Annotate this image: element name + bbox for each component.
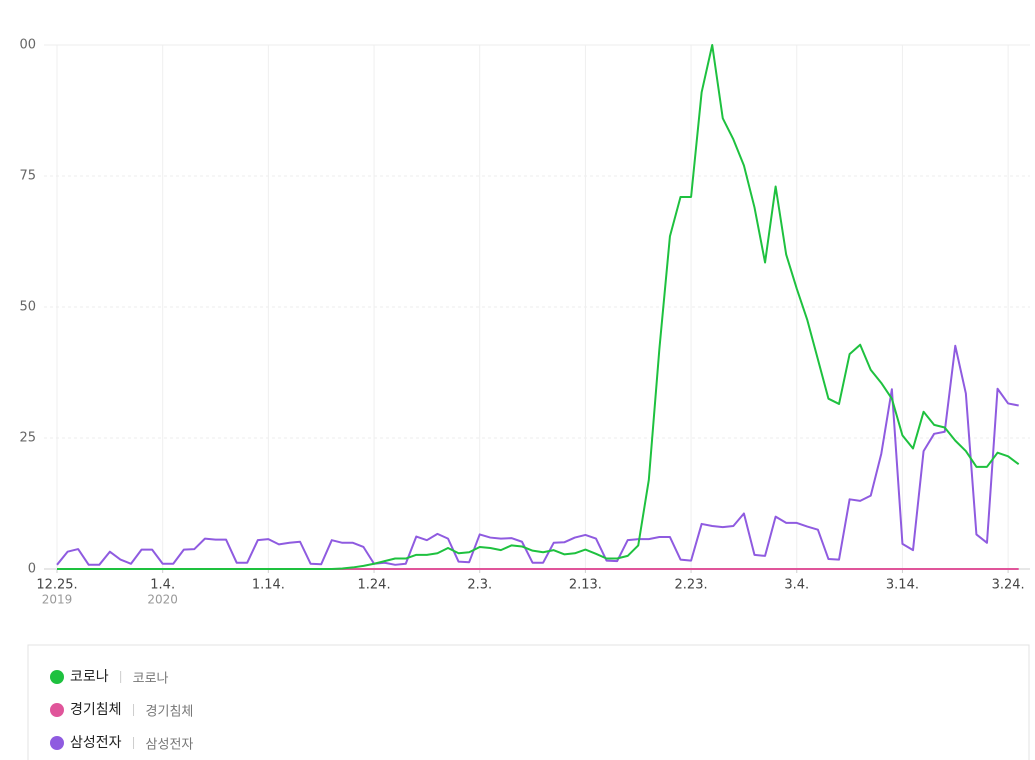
x-tick-label: 2.23. [675, 578, 708, 593]
x-year-label: 2020 [147, 593, 178, 607]
x-tick-label: 1.14. [252, 578, 285, 593]
legend-keyword: 코로나 [133, 672, 169, 687]
x-tick-label: 3.24. [992, 578, 1025, 593]
legend-keyword: 삼성전자 [146, 738, 194, 753]
legend-name: 코로나 [70, 669, 109, 685]
y-tick-label: 25 [19, 431, 36, 446]
legend-marker [50, 736, 64, 750]
legend-box [27, 644, 1030, 760]
x-year-label: 2019 [42, 593, 73, 607]
y-tick-label: 0 [28, 562, 36, 577]
series-line [56, 344, 1019, 566]
x-tick-label: 1.24. [358, 578, 391, 593]
x-tick-label: 1.4. [150, 578, 175, 593]
legend-name: 경기침체 [70, 702, 122, 718]
y-tick-label: 00 [19, 38, 36, 53]
legend-keyword: 경기침체 [146, 705, 194, 720]
legend-marker [50, 670, 64, 684]
legend-marker [50, 703, 64, 717]
x-tick-label: 3.14. [886, 578, 919, 593]
series-line [57, 44, 1020, 570]
x-tick-label: 12.25. [36, 578, 77, 593]
x-tick-label: 3.4. [784, 578, 809, 593]
y-tick-label: 50 [19, 300, 36, 315]
y-tick-label: 75 [19, 169, 36, 184]
legend-name: 삼성전자 [70, 735, 122, 751]
x-tick-label: 2.3. [467, 578, 492, 593]
x-tick-label: 2.13. [569, 578, 602, 593]
